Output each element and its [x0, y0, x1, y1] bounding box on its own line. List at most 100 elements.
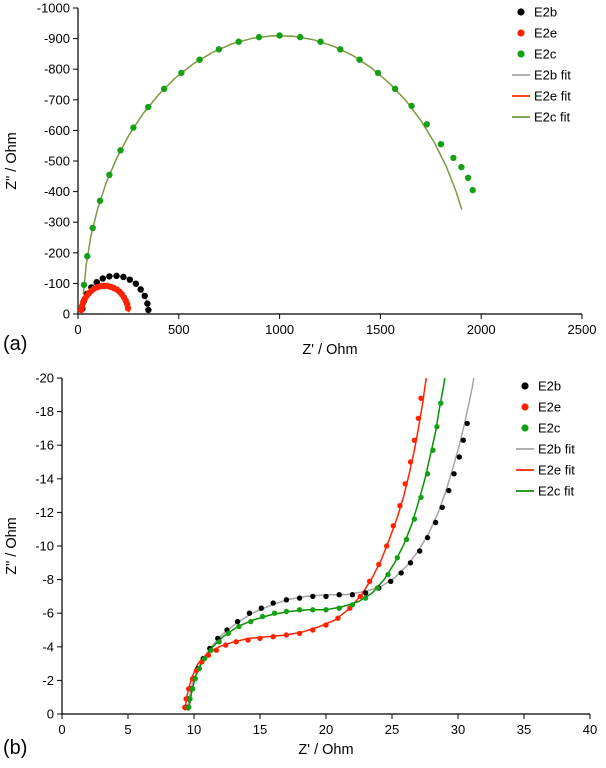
data-point	[424, 471, 431, 477]
y-tick-label: -300	[44, 215, 70, 230]
data-point	[99, 275, 107, 282]
data-point	[349, 592, 356, 598]
y-tick-label: -600	[44, 123, 70, 138]
data-point	[323, 607, 329, 613]
data-point	[160, 85, 168, 93]
legend-marker-dot	[517, 50, 525, 58]
data-point	[196, 665, 202, 672]
figure-panel-b: 0 5 10 15 20 25 30 35 40 0 -2 -4 -6 -8 -10 -12 -14 -16 -18…	[0, 366, 606, 768]
y-tick-label: -10	[35, 539, 54, 554]
y-axis-label: Z" / Ohm	[4, 132, 20, 190]
data-point	[362, 590, 369, 596]
data-point	[317, 38, 324, 45]
y-axis-label: Z" / Ohm	[4, 517, 20, 575]
data-point	[423, 121, 430, 128]
data-point	[384, 543, 390, 549]
data-point	[223, 642, 229, 648]
data-point	[236, 623, 242, 630]
y-tick-label: -14	[35, 471, 54, 486]
y-tick-label: -500	[44, 154, 70, 169]
nyquist-plot-b: 0 5 10 15 20 25 30 35 40 0 -2 -4 -6 -8 -10 -12 -14 -16 -18…	[4, 371, 597, 759]
data-point	[458, 163, 465, 171]
data-point	[283, 597, 290, 603]
data-point	[415, 415, 422, 421]
y-tick-label: -4	[42, 639, 54, 654]
data-point	[271, 610, 278, 616]
x-axis-label: Z' / Ohm	[302, 342, 357, 358]
data-point	[434, 424, 440, 430]
panel-label-b: (b)	[3, 737, 28, 759]
data-point	[394, 555, 400, 561]
x-tick-label: 15	[253, 722, 267, 737]
data-point	[96, 197, 104, 204]
y-tick-label: -700	[44, 92, 70, 107]
figure-panel-a: 0 500 1000 1500 2000 2500 0 -100 -200 -300 -400 -50…	[0, 0, 606, 366]
legend-marker-dot	[517, 8, 525, 16]
legend-label: E2c fit	[534, 110, 571, 125]
y-tick-label: -20	[35, 371, 54, 386]
data-point	[225, 630, 231, 637]
data-point	[337, 46, 344, 53]
data-point	[411, 516, 418, 522]
legend-marker-dot	[521, 424, 529, 432]
data-point	[259, 613, 266, 620]
data-point	[124, 305, 132, 312]
data-point	[276, 32, 283, 39]
data-point	[216, 639, 222, 645]
legend-label: E2c	[538, 421, 561, 436]
data-point	[130, 124, 137, 131]
y-tick-label: -900	[44, 31, 70, 46]
legend-label: E2e	[538, 400, 561, 415]
legend-label: E2c fit	[538, 484, 575, 499]
nyquist-plot-a: 0 500 1000 1500 2000 2500 0 -100 -200 -300 -400 -50…	[4, 1, 597, 359]
y-tick-label: -800	[44, 62, 70, 77]
data-point	[187, 696, 193, 702]
data-point	[403, 536, 410, 542]
data-point	[336, 605, 342, 611]
data-point	[374, 69, 382, 77]
data-point	[196, 56, 203, 63]
data-point	[145, 306, 152, 314]
x-tick-label: 2500	[568, 322, 597, 337]
data-point	[132, 280, 140, 287]
data-point	[432, 519, 439, 526]
x-tick-label: 5	[124, 722, 131, 737]
data-point	[451, 471, 457, 477]
data-point	[89, 224, 96, 232]
data-point	[390, 523, 396, 529]
data-point	[450, 154, 457, 162]
data-point	[323, 593, 329, 600]
x-tick-label: 1000	[265, 322, 294, 337]
data-point	[407, 560, 414, 566]
data-point	[144, 300, 151, 307]
data-point	[469, 186, 476, 194]
data-point	[141, 292, 148, 300]
data-point	[388, 578, 394, 584]
x-tick-label: 40	[583, 722, 597, 737]
data-point	[323, 622, 329, 628]
data-point	[418, 494, 424, 500]
x-axis-label: Z' / Ohm	[298, 742, 353, 758]
legend-marker-dot	[517, 29, 525, 37]
y-tick-label: -1000	[37, 1, 70, 16]
data-point	[297, 33, 304, 41]
data-point	[417, 548, 423, 554]
legend-label: E2e	[534, 26, 557, 41]
data-point	[418, 395, 424, 401]
data-point	[362, 595, 369, 601]
y-tick-label: 0	[47, 707, 54, 722]
data-point	[356, 56, 363, 63]
x-tick-label: 0	[74, 322, 81, 337]
data-point	[205, 652, 212, 658]
data-point	[235, 38, 242, 45]
data-point	[182, 704, 188, 710]
data-point	[234, 618, 241, 625]
fit-line	[187, 377, 446, 711]
legend-marker-dot	[521, 403, 529, 411]
data-point	[233, 639, 239, 645]
legend-marker-dot	[521, 382, 529, 390]
data-point	[430, 447, 436, 453]
data-point	[117, 147, 124, 154]
y-tick-label: -6	[42, 606, 54, 621]
